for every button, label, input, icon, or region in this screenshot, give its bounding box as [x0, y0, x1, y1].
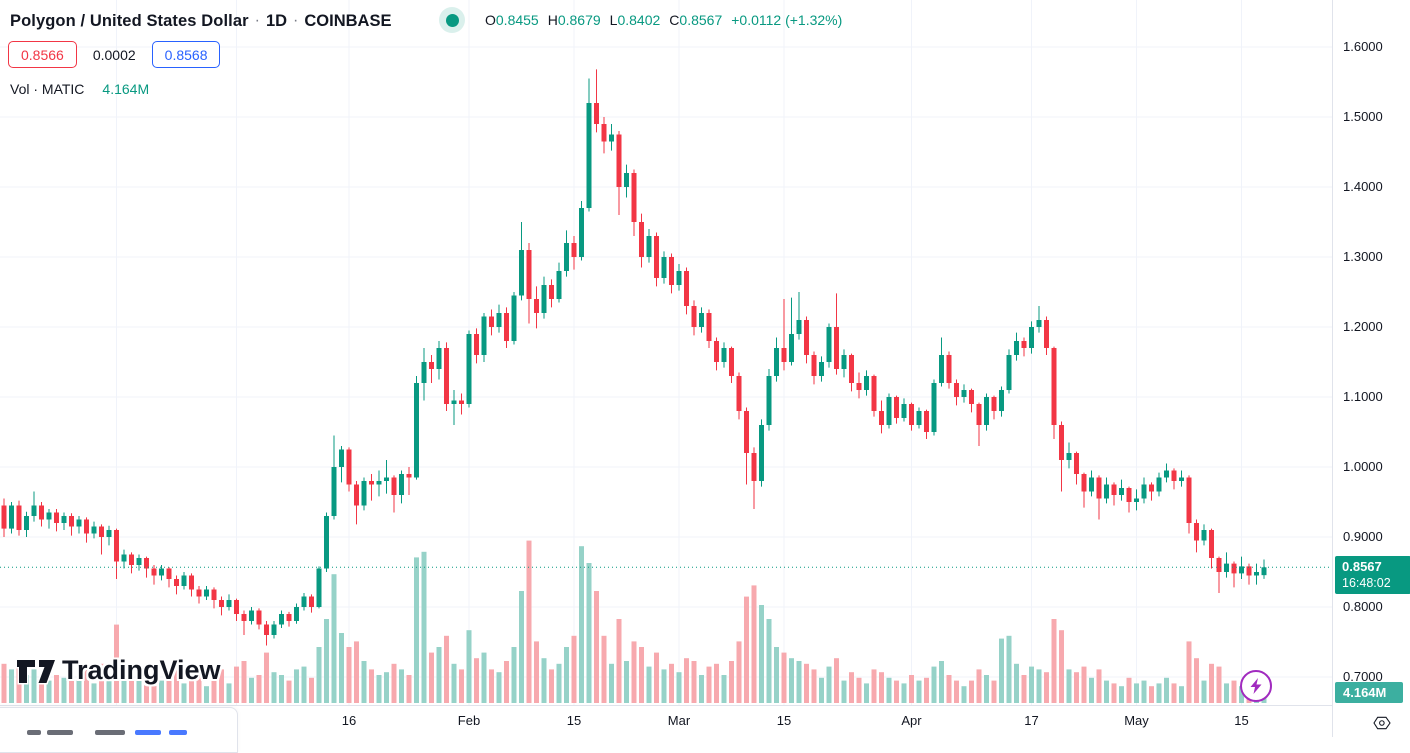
- tradingview-logo[interactable]: TradingView: [14, 652, 221, 688]
- time-axis-label: 15: [776, 713, 792, 728]
- ohlc-readout: O0.8455 H0.8679 L0.8402 C0.8567 +0.0112 …: [485, 12, 843, 28]
- price-axis-label: 1.4000: [1343, 179, 1383, 194]
- instant-trading-button[interactable]: [1240, 670, 1272, 702]
- price-axis[interactable]: 0.8567 16:48:02 4.164M 1.6000 1.5000 1.400…: [1332, 0, 1410, 737]
- exchange-label: COINBASE: [304, 11, 392, 30]
- time-axis-label: 16: [341, 713, 357, 728]
- time-axis-label: 15: [1234, 713, 1249, 728]
- clipped-text-fragment: [95, 730, 125, 735]
- legend-separator: ·: [293, 12, 299, 29]
- hexagon-eye-icon: [1373, 716, 1391, 730]
- time-axis-label: May: [1124, 713, 1149, 728]
- time-axis-label: 15: [566, 713, 582, 728]
- interval-label: 1D: [265, 11, 288, 30]
- lightning-bolt-icon: [1250, 678, 1262, 694]
- buy-ask-button[interactable]: 0.8568: [151, 41, 221, 68]
- time-axis-label: 17: [1024, 713, 1039, 728]
- price-axis-label: 1.1000: [1343, 389, 1383, 404]
- market-open-dot-icon[interactable]: [439, 7, 465, 33]
- symbol-title: Polygon / United States Dollar: [10, 11, 249, 30]
- legend-separator: ·: [254, 12, 260, 29]
- spread-value: 0.0002: [92, 46, 136, 63]
- sell-bid-button[interactable]: 0.8566: [8, 41, 77, 68]
- volume-study-legend[interactable]: Vol · MATIC 4.164M: [10, 81, 149, 97]
- symbol-legend[interactable]: Polygon / United States Dollar · 1D · CO…: [10, 8, 391, 34]
- clipped-text-fragment: [27, 730, 41, 735]
- tradingview-mark-icon: [15, 658, 56, 685]
- time-axis-label: Apr: [901, 713, 922, 728]
- cookie-banner-clipped: [0, 707, 238, 753]
- clipped-text-fragment: [47, 730, 73, 735]
- volume-study-value: 4.164M: [102, 81, 150, 97]
- price-axis-label: 1.0000: [1343, 459, 1383, 474]
- volume-axis-badge: 4.164M: [1335, 682, 1403, 703]
- clipped-link-fragment: [169, 730, 187, 735]
- bar-countdown: 16:48:02: [1342, 575, 1391, 590]
- tradingview-wordmark: TradingView: [62, 654, 221, 685]
- price-axis-label: 1.2000: [1343, 319, 1383, 334]
- price-axis-label: 1.3000: [1343, 249, 1383, 264]
- last-price-label: 0.8567 16:48:02: [1335, 556, 1410, 595]
- time-axis-label: Mar: [667, 713, 691, 728]
- price-axis-label: 0.9000: [1343, 529, 1383, 544]
- price-axis-label: 0.7000: [1343, 669, 1383, 684]
- change-readout: +0.0112 (+1.32%): [731, 12, 843, 28]
- price-axis-label: 1.6000: [1343, 39, 1383, 54]
- price-axis-label: 1.5000: [1343, 109, 1383, 124]
- chart-canvas[interactable]: [0, 0, 1332, 705]
- volume-study-label: Vol · MATIC: [10, 81, 85, 97]
- time-axis-label: Feb: [457, 713, 481, 728]
- price-axis-label: 0.8000: [1343, 599, 1383, 614]
- clipped-link-fragment: [135, 730, 161, 735]
- object-tree-eye-button[interactable]: [1367, 710, 1397, 736]
